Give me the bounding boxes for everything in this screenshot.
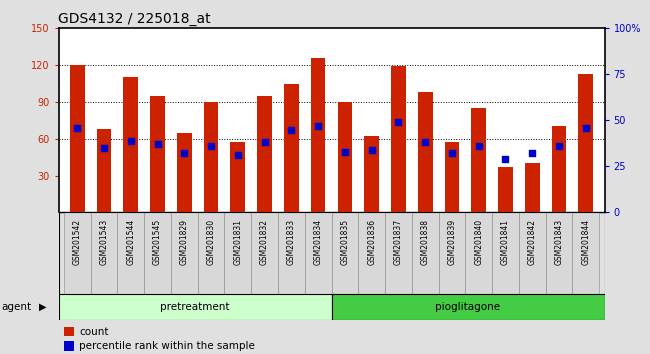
Bar [64,212,90,294]
Text: agent: agent [1,302,31,312]
Bar [311,58,326,212]
Text: count: count [79,327,109,337]
Point [206,143,216,149]
Bar [58,294,332,320]
Bar [385,212,412,294]
Point [99,145,109,151]
Point [313,123,323,129]
Bar [552,126,566,212]
Text: GSM201542: GSM201542 [73,219,82,265]
Point [259,139,270,145]
Text: GSM201545: GSM201545 [153,219,162,265]
Text: ▶: ▶ [39,302,47,312]
Point [500,156,511,162]
Bar [231,142,245,212]
Text: GSM201834: GSM201834 [313,219,322,265]
Point [72,125,83,131]
Text: GSM201832: GSM201832 [260,219,269,265]
Point [152,142,162,147]
Bar [332,294,604,320]
Bar [573,212,599,294]
Bar [545,212,573,294]
Bar [278,212,305,294]
Bar [284,84,299,212]
Bar [90,212,118,294]
Bar [251,212,278,294]
Text: GSM201839: GSM201839 [447,219,456,265]
Bar [471,108,486,212]
Text: GSM201830: GSM201830 [207,219,216,265]
Text: GSM201543: GSM201543 [99,219,109,265]
Bar [445,142,460,212]
Text: pretreatment: pretreatment [161,302,229,312]
Text: GSM201842: GSM201842 [528,219,537,265]
Point [179,151,190,156]
Bar [171,212,198,294]
Text: percentile rank within the sample: percentile rank within the sample [79,341,255,351]
Bar [203,102,218,212]
Point [473,143,484,149]
Text: GSM201836: GSM201836 [367,219,376,265]
Bar [177,133,192,212]
Text: GSM201841: GSM201841 [501,219,510,265]
Bar [305,212,332,294]
Text: GSM201844: GSM201844 [581,219,590,265]
Bar [498,167,513,212]
Bar [257,96,272,212]
Bar [124,78,138,212]
Bar [198,212,224,294]
Text: GSM201544: GSM201544 [126,219,135,265]
Point [420,139,430,145]
Text: pioglitagone: pioglitagone [436,302,500,312]
Bar [418,92,432,212]
Point [286,127,296,132]
Bar [519,212,545,294]
Point [233,153,243,158]
Bar [364,136,379,212]
Text: GSM201835: GSM201835 [341,219,350,265]
Text: GSM201833: GSM201833 [287,219,296,265]
Bar [332,212,358,294]
Bar [358,212,385,294]
Bar [70,65,84,212]
Bar [525,163,540,212]
Point [367,147,377,153]
Text: GSM201838: GSM201838 [421,219,430,265]
Point [125,138,136,143]
Text: GSM201831: GSM201831 [233,219,242,265]
Point [580,125,591,131]
Bar [337,102,352,212]
Bar [578,74,593,212]
Bar [97,129,111,212]
Bar [64,327,74,336]
Text: GSM201840: GSM201840 [474,219,483,265]
Text: GDS4132 / 225018_at: GDS4132 / 225018_at [58,12,211,27]
Text: GSM201837: GSM201837 [394,219,403,265]
Bar [118,212,144,294]
Point [447,151,457,156]
Point [340,149,350,154]
Point [527,151,538,156]
Point [393,119,404,125]
Bar [224,212,251,294]
Text: GSM201829: GSM201829 [180,219,188,265]
Bar [150,96,165,212]
Bar [412,212,439,294]
Bar [391,66,406,212]
Bar [492,212,519,294]
Bar [144,212,171,294]
Bar [439,212,465,294]
Point [554,143,564,149]
Bar [64,341,74,351]
Bar [465,212,492,294]
Text: GSM201843: GSM201843 [554,219,564,265]
